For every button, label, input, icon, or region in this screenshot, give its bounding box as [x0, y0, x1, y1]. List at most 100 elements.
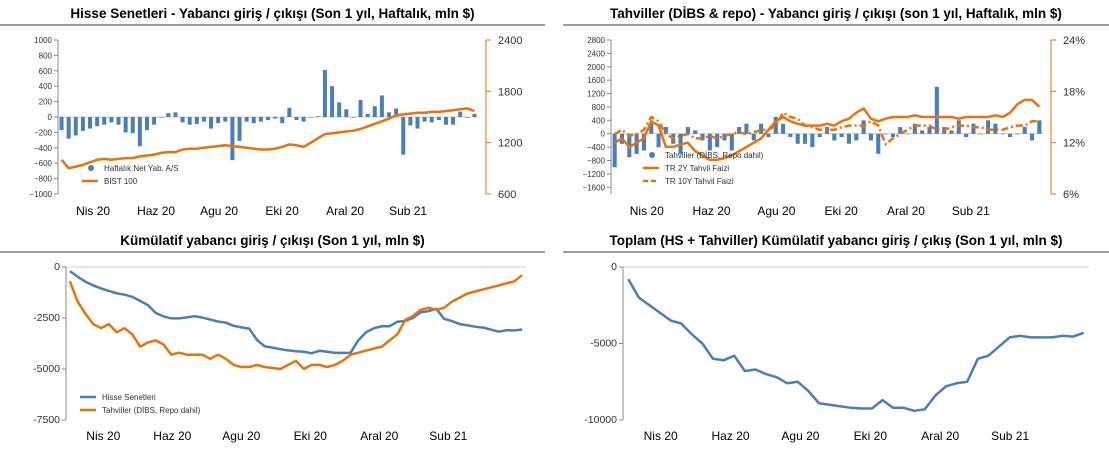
y2-tick-label: 24% — [1063, 35, 1085, 47]
x-tick-label: Sub 21 — [991, 429, 1029, 443]
series-line — [614, 98, 1041, 162]
bar — [287, 107, 292, 117]
bar — [308, 117, 313, 118]
bar — [258, 117, 263, 122]
y-tick-label: −600 — [34, 159, 53, 168]
bar — [1000, 133, 1005, 135]
y-tick-label: 2000 — [587, 63, 605, 72]
bar — [832, 133, 837, 141]
bar — [744, 123, 749, 134]
bar — [422, 117, 427, 122]
legend-label: Tahviller (DİBS, Repo dahil) — [665, 151, 764, 160]
bar — [315, 116, 320, 117]
bar — [102, 117, 107, 125]
y-tick-label: -5000 — [590, 338, 617, 350]
bar — [166, 113, 171, 117]
bar — [379, 95, 384, 117]
bar — [759, 123, 764, 134]
bar — [978, 133, 983, 135]
bar — [244, 117, 249, 122]
bar — [237, 117, 242, 141]
y2-tick-label: 600 — [498, 189, 516, 201]
y-tick-label: 0 — [611, 261, 617, 273]
bar — [854, 133, 859, 141]
chart-svg: 2800 2400 2000 1600 1200 800 400 0 −400 −800 −1200… — [583, 35, 1086, 218]
legend-label: Tahviller (DİBS, Repo dahil) — [102, 406, 201, 415]
chart-panel-equity-weekly: Hisse Senetleri - Yabancı giriş / çıkışı… — [0, 0, 545, 228]
bar — [59, 117, 64, 131]
bar — [810, 133, 815, 148]
x-tick-label: Haz 20 — [693, 204, 731, 218]
y-tick-label: −800 — [587, 157, 606, 166]
x-tick-label: Nis 20 — [644, 429, 678, 443]
y-tick-label: −400 — [34, 144, 53, 153]
bar — [394, 108, 399, 117]
title-divider — [0, 251, 545, 253]
bar — [251, 117, 256, 124]
bar — [722, 133, 727, 141]
y-tick-label: -5000 — [33, 363, 60, 375]
y-tick-label: 0 — [601, 130, 606, 139]
y2-tick-label: 6% — [1063, 189, 1079, 201]
bar — [408, 117, 413, 126]
legend-label: Hisse Senetleri — [102, 393, 156, 402]
x-tick-label: Eki 20 — [265, 204, 299, 218]
x-tick-label: Aral 20 — [887, 204, 925, 218]
x-tick-label: Agu 20 — [200, 204, 238, 218]
bar — [187, 117, 192, 125]
y-tick-label: 2400 — [587, 49, 605, 58]
bar — [322, 70, 327, 117]
chart-title: Hisse Senetleri - Yabancı giriş / çıkışı… — [70, 6, 475, 21]
series-line — [627, 278, 1085, 413]
bar — [443, 117, 448, 125]
x-tick-label: Eki 20 — [854, 429, 888, 443]
bar — [964, 133, 969, 138]
y-tick-label: 1000 — [34, 36, 52, 45]
bar — [898, 127, 903, 134]
title-divider — [563, 251, 1109, 253]
y-tick-label: 200 — [39, 98, 53, 107]
bar — [216, 117, 221, 124]
y-tick-label: -2500 — [33, 312, 60, 324]
bar — [788, 133, 793, 138]
bar — [152, 117, 157, 125]
bar — [116, 117, 121, 125]
bar — [358, 100, 363, 117]
bar — [137, 117, 142, 147]
y-tick-label: 1200 — [587, 90, 605, 99]
bar — [301, 117, 306, 122]
bar — [612, 133, 617, 168]
y-tick-label: −1600 — [583, 183, 606, 192]
bar — [649, 123, 654, 134]
legend-label: TR 2Y Tahvil Faizi — [665, 164, 729, 173]
bar — [846, 133, 852, 144]
y-tick-label: 1600 — [587, 76, 605, 85]
y-tick-label: 0 — [48, 113, 53, 122]
bar — [330, 86, 335, 117]
title-divider — [563, 24, 1109, 26]
bar — [920, 130, 925, 134]
y2-tick-label: 18% — [1063, 86, 1085, 98]
x-tick-label: Nis 20 — [86, 429, 120, 443]
bar — [707, 133, 712, 151]
bar — [927, 127, 932, 134]
y-tick-label: 600 — [39, 67, 53, 76]
bar — [351, 117, 356, 118]
legend-label: Haftalık Net Yab. A/S — [104, 164, 178, 173]
bar — [223, 117, 228, 122]
bar — [693, 130, 698, 134]
legend-marker — [649, 152, 655, 158]
bar — [1015, 133, 1020, 135]
bar — [1029, 133, 1035, 141]
bar — [273, 117, 278, 119]
bar — [180, 117, 185, 123]
bar — [109, 117, 114, 123]
bar — [472, 113, 477, 117]
bar — [781, 123, 786, 134]
bar — [751, 133, 756, 141]
bar — [876, 133, 881, 154]
chart-svg: 1000 800 600 400 200 0 −200 −400 −600 −800 −1000 24… — [30, 35, 523, 218]
bar — [280, 117, 285, 124]
x-tick-label: Haz 20 — [153, 429, 191, 443]
bar — [344, 109, 349, 117]
